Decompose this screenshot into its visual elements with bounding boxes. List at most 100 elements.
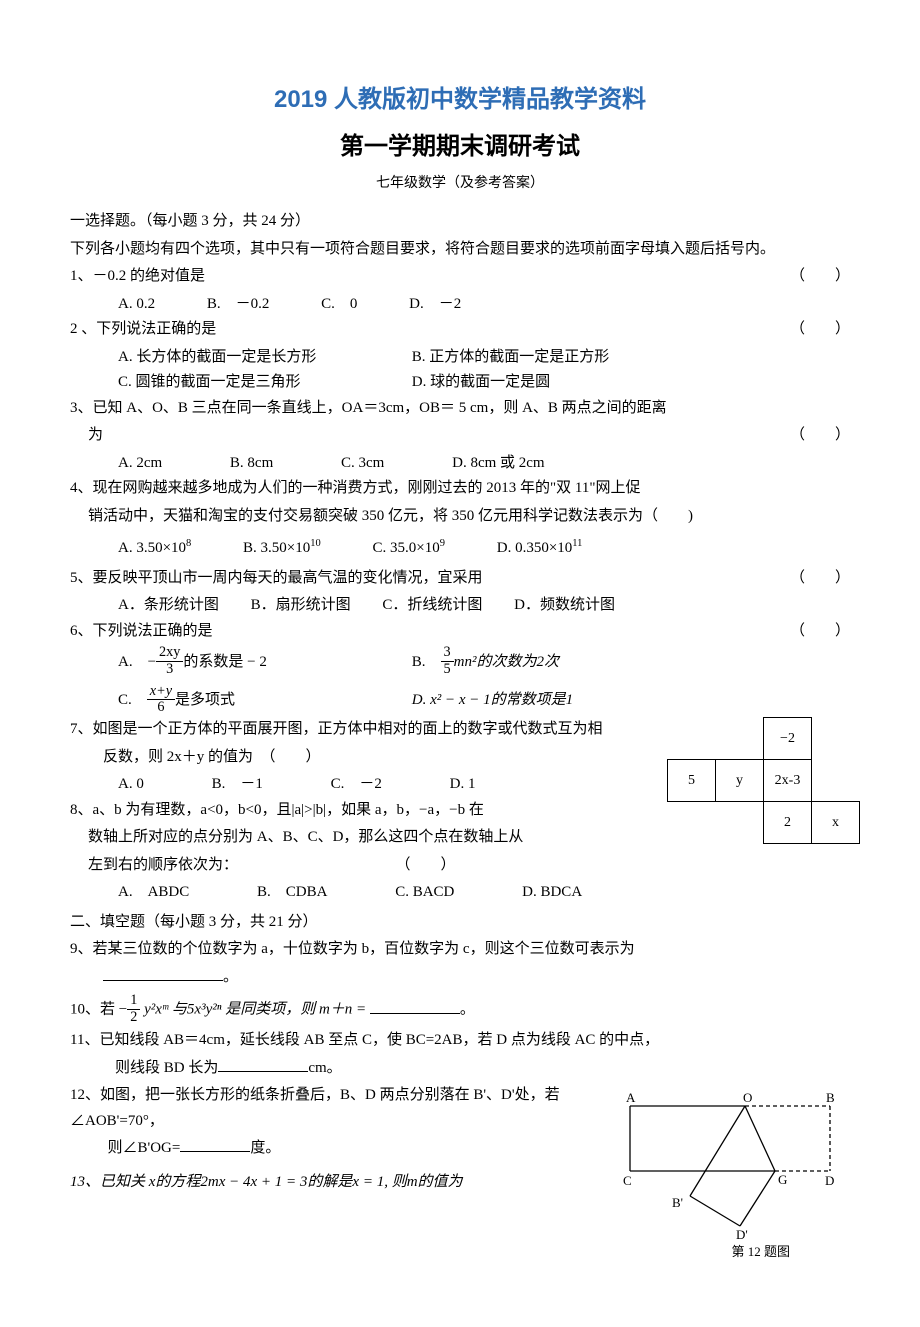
q5-stem: 5、要反映平顶山市一周内每天的最高气温的变化情况，宜采用 （ ） [70, 566, 850, 592]
q1-paren: （ ） [790, 264, 850, 290]
q6-stem: 6、下列说法正确的是 （ ） [70, 619, 850, 645]
q2-opt-b: B. 正方体的截面一定是正方形 [412, 345, 610, 371]
q1-options: A. 0.2 B. －0.2 C. 0 D. －2 [70, 292, 850, 318]
q3-opt-a: A. 2cm [118, 451, 162, 477]
q8-paren: （ ） [396, 857, 456, 873]
q8-opt-b: B. CDBA [257, 880, 327, 906]
q10-num: 1 [127, 993, 140, 1010]
q6-c-num: x+y [147, 684, 175, 701]
q12-post: 度。 [250, 1140, 280, 1156]
q1-stem: 1、－0.2 的绝对值是 （ ） [70, 264, 850, 290]
q3-opt-d: D. 8cm 或 2cm [452, 451, 544, 477]
q1-opt-a: A. 0.2 [118, 292, 155, 318]
section1-intro: 下列各小题均有四个选项，其中只有一项符合题目要求，将符合题目要求的选项前面字母填… [70, 237, 850, 263]
q3-stem-line2: 为 （ ） [70, 423, 850, 449]
q4-stem-line2: 销活动中，天猫和淘宝的支付交易额突破 350 亿元，将 350 亿元用科学记数法… [70, 504, 850, 530]
q6-b-post: mn²的次数为2次 [454, 650, 559, 676]
q7-opt-c: C. －2 [331, 772, 382, 798]
q6-c-pre: C. [118, 688, 147, 714]
q1-opt-c: C. 0 [321, 292, 357, 318]
q4-c-pre: C. 35.0×10 [373, 536, 440, 562]
q8-opt-d: D. BDCA [522, 880, 582, 906]
q3-opt-c: C. 3cm [341, 451, 384, 477]
q11-stem-line1: 11、已知线段 AB＝4cm，延长线段 AB 至点 C，使 BC=2AB，若 D… [70, 1028, 850, 1054]
q10-stem: 10、若 −12 y²xᵐ 与5x³y²ⁿ 是同类项，则 m＋n = 。 [70, 994, 850, 1026]
q2-stem: 2 、下列说法正确的是 （ ） [70, 317, 850, 343]
q12-blank [180, 1137, 250, 1152]
q6-opt-c: C. x+y6 是多项式 [118, 685, 408, 717]
q5-opt-b: B．扇形统计图 [251, 593, 351, 619]
q13-text: 13、已知关 x的方程2mx − 4x + 1 = 3的解是x = 1, 则m的… [70, 1174, 463, 1190]
q10-tail: 。 [460, 1002, 475, 1018]
q6-b-pre: B. [412, 650, 441, 676]
q8-opt-c: C. BACD [395, 880, 454, 906]
section1-heading: 一选择题。（每小题 3 分，共 24 分） [70, 209, 850, 235]
q4-c-sup: 9 [440, 538, 445, 549]
q6-a-post: 的系数是 − 2 [183, 650, 266, 676]
q2-opt-a: A. 长方体的截面一定是长方形 [118, 345, 408, 371]
q3-stem-line1: 3、已知 A、O、B 三点在同一条直线上，OA＝3cm，OB＝ 5 cm，则 A… [70, 396, 850, 422]
q9-tail: 。 [223, 969, 238, 985]
q6-b-den: 5 [441, 662, 454, 678]
q7-opt-b: B. －1 [212, 772, 263, 798]
q6-c-frac: x+y6 [147, 684, 175, 716]
q8-options: A. ABDC B. CDBA C. BACD D. BDCA [70, 880, 850, 906]
q6-opt-d: D. x² − x − 1的常数项是1 [412, 688, 573, 714]
q6-b-frac: 35 [441, 645, 454, 677]
q11-blank [218, 1057, 308, 1072]
q4-stem-line1: 4、现在网购越来越多地成为人们的一种消费方式，刚刚过去的 2013 年的"双 1… [70, 476, 850, 502]
q7-opt-d: D. 1 [450, 772, 476, 798]
q2-text: 2 、下列说法正确的是 [70, 321, 216, 337]
q6-text: 6、下列说法正确的是 [70, 623, 213, 639]
q6-opt-a: A. −2xy3的系数是 − 2 [118, 646, 408, 678]
q12-label-bp: B' [672, 1195, 683, 1210]
q5-options: A．条形统计图 B．扇形统计图 C．折线统计图 D．频数统计图 [70, 593, 850, 619]
q3-paren: （ ） [790, 423, 850, 449]
q12-caption: 第 12 题图 [731, 1241, 790, 1263]
q7-stem-line2: 反数，则 2x＋y 的值为 （ ） [70, 745, 620, 771]
q6-opt-b: B. 35 mn²的次数为2次 [412, 646, 559, 678]
q8-text3: 左到右的顺序依次为： [88, 857, 238, 873]
q8-stem-line2: 数轴上所对应的点分别为 A、B、C、D，那么这四个点在数轴上从 [70, 825, 620, 851]
q8-stem-line1: 8、a、b 为有理数，a<0，b<0，且|a|>|b|，如果 a，b，−a，−b… [70, 798, 620, 824]
doc-main-title: 第一学期期末调研考试 [70, 127, 850, 168]
q6-a-num: 2xy [156, 645, 183, 662]
q12-stem-line2: 则∠B'OG= 度。 [70, 1136, 850, 1162]
doc-subtitle: 七年级数学（及参考答案） [70, 172, 850, 196]
q4-d-sup: 11 [572, 538, 582, 549]
q12-label-dp: D' [736, 1227, 748, 1241]
q3-opt-b: B. 8cm [230, 451, 273, 477]
q13-stem: 13、已知关 x的方程2mx − 4x + 1 = 3的解是x = 1, 则m的… [70, 1170, 850, 1196]
q12-stem-line1: 12、如图，把一张长方形的纸条折叠后，B、D 两点分别落在 B'、D'处，若∠A… [70, 1083, 850, 1134]
net-cell-6: x [812, 802, 860, 844]
q9-blank [103, 966, 223, 981]
q2-opt-c: C. 圆锥的截面一定是三角形 [118, 370, 408, 396]
q10-mid: y²xᵐ 与5x³y²ⁿ 是同类项，则 m＋n = [140, 1002, 366, 1018]
q6-a-den: 3 [156, 662, 183, 678]
q4-opt-b: B. 3.50×1010 [243, 535, 321, 562]
q1-opt-b: B. －0.2 [207, 292, 270, 318]
q11-stem-line2: 则线段 BD 长为cm。 [70, 1056, 850, 1082]
cube-net-figure: −2 5y2x-3 2x [667, 717, 860, 844]
q1-opt-d: D. －2 [409, 292, 461, 318]
q7-options: A. 0 B. －1 C. －2 D. 1 [70, 772, 620, 798]
q7-stem-line1: 7、如图是一个正方体的平面展开图，正方体中相对的面上的数字或代数式互为相 [70, 717, 620, 743]
q12-pre: 则∠B'OG= [108, 1140, 181, 1156]
q3-text2: 为 [88, 427, 103, 443]
section2-heading: 二、填空题（每小题 3 分，共 21 分） [70, 910, 850, 936]
q8-stem-line3: 左到右的顺序依次为： （ ） [70, 853, 620, 879]
q10-frac: 12 [127, 993, 140, 1025]
q5-opt-d: D．频数统计图 [514, 593, 615, 619]
q4-a-sup: 8 [186, 538, 191, 549]
q3-options: A. 2cm B. 8cm C. 3cm D. 8cm 或 2cm [70, 451, 850, 477]
q2-options-row1: A. 长方体的截面一定是长方形 B. 正方体的截面一定是正方形 [70, 345, 850, 371]
q4-opt-d: D. 0.350×1011 [497, 535, 583, 562]
q6-c-den: 6 [147, 700, 175, 716]
q10-pre: 10、若 − [70, 1002, 127, 1018]
net-cell-3: y [716, 760, 764, 802]
net-cell-1: −2 [764, 718, 812, 760]
q4-opt-c: C. 35.0×109 [373, 535, 445, 562]
q2-paren: （ ） [790, 317, 850, 343]
q11-post: cm。 [308, 1060, 341, 1076]
q4-a-pre: A. 3.50×10 [118, 536, 186, 562]
